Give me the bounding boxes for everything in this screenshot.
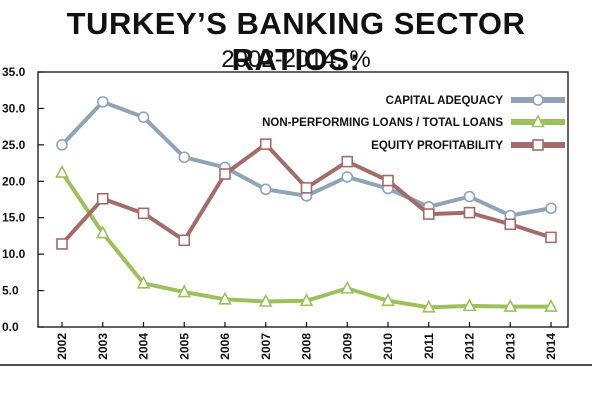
x-tick-label: 2003 [96,333,110,360]
x-tick-label: 2002 [55,333,69,360]
y-tick-label: 25.0 [2,138,26,152]
x-tick-label: 2005 [177,333,191,360]
npl-ratio-point [503,298,518,312]
x-tick-label: 2014 [544,333,558,360]
equity-profitability-point [463,206,476,219]
npl-ratio-point [381,293,395,307]
x-tick-label: 2008 [300,333,314,360]
capital-adequacy-point [137,111,150,123]
capital-adequacy-point [178,151,191,164]
npl-ratio-point [258,293,273,307]
capital-adequacy-point [341,171,354,183]
npl-ratio-point [218,291,232,305]
npl-ratio-point [177,284,192,298]
capital-adequacy-point [463,190,476,203]
equity-profitability-point [56,238,68,250]
npl-ratio-point [55,164,69,178]
y-tick-label: 10.0 [2,247,26,261]
x-tick-label: 2011 [422,333,436,359]
y-tick-label: 35.0 [2,65,26,79]
x-tick-label: 2009 [340,333,354,360]
y-tick-label: 30.0 [2,101,26,115]
plot-frame [37,71,569,328]
equity-profitability-point [545,231,557,244]
equity-profitability-point [96,192,109,205]
equity-profitability-point [300,182,313,194]
y-tick-label: 15.0 [2,211,26,225]
equity-profitability-point [422,208,435,220]
capital-adequacy-point [545,202,557,215]
legend-marker-equity-profitability [532,139,544,151]
npl-ratio-point [299,293,314,307]
x-tick-label: 2004 [137,333,151,360]
npl-ratio-point [95,225,110,239]
npl-ratio-point [462,298,477,312]
equity-profitability-point [219,168,231,180]
y-tick-label: 0.0 [2,320,19,334]
equity-profitability-point [382,174,394,187]
y-tick-label: 5.0 [2,284,19,298]
npl-ratio-point [421,299,436,313]
x-tick-label: 2013 [503,333,517,360]
capital-adequacy-point [259,183,272,196]
legend-label-equity-profitability: EQUITY PROFITABILITY [371,140,503,152]
legend-label-npl-ratio: NON-PERFORMING LOANS / TOTAL LOANS [262,117,503,129]
equity-profitability-point [504,218,517,231]
legend-marker-capital-adequacy [532,94,544,106]
legend-marker-npl-ratio [531,114,545,128]
npl-ratio-point [136,275,151,289]
equity-profitability-point [259,138,272,150]
capital-adequacy-point [56,139,68,151]
chart-subtitle: 2002-2014, % [221,46,371,73]
equity-profitability-point [137,207,150,220]
x-tick-label: 2007 [259,333,273,360]
x-tick-label: 2012 [463,333,477,360]
legend-label-capital-adequacy: CAPITAL ADEQUACY [386,95,504,107]
npl-ratio-point [544,298,558,312]
capital-adequacy-point [96,96,109,108]
npl-ratio-point [340,280,355,294]
y-tick-label: 20.0 [2,174,26,188]
x-tick-label: 2006 [218,333,232,360]
equity-profitability-point [178,234,191,247]
x-tick-label: 2010 [381,333,395,360]
chart-title: TURKEY’S BANKING SECTOR RATIOS: [66,6,526,77]
equity-profitability-point [341,155,354,168]
